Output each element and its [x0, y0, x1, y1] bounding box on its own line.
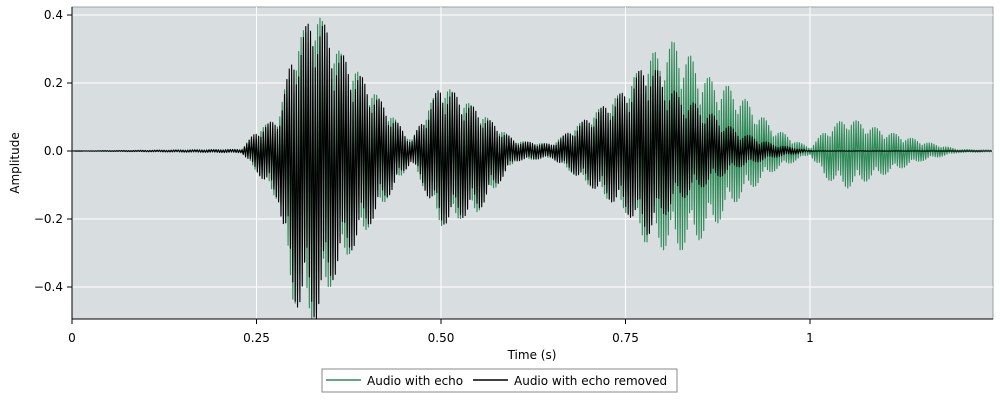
- y-tick-label: −0.4: [34, 280, 63, 294]
- legend-label-audio-with-echo-removed: Audio with echo removed: [514, 374, 667, 388]
- y-tick-label: 0.0: [44, 144, 63, 158]
- x-axis-title: Time (s): [507, 348, 557, 362]
- x-tick-label: 0.25: [243, 331, 270, 345]
- x-axis: 0 0.25 0.50 0.75 1: [68, 318, 993, 345]
- x-tick-label: 0.75: [612, 331, 639, 345]
- plot-background: [71, 6, 994, 320]
- y-axis: −0.4 −0.2 0.0 0.2 0.4: [34, 7, 73, 319]
- x-tick-label: 0: [68, 331, 76, 345]
- series-line-audio-with-echo-removed: [71, 23, 992, 319]
- legend-label-audio-with-echo: Audio with echo: [367, 374, 463, 388]
- legend: Audio with echo Audio with echo removed: [321, 368, 678, 393]
- x-tick-label: 0.50: [428, 331, 455, 345]
- y-tick-label: −0.2: [34, 212, 63, 226]
- series-layer: [71, 17, 993, 319]
- y-tick-label: 0.2: [44, 76, 63, 90]
- x-tick-label: 1: [806, 331, 814, 345]
- y-axis-title: Amplitude: [8, 132, 22, 194]
- y-tick-label: 0.4: [44, 8, 63, 22]
